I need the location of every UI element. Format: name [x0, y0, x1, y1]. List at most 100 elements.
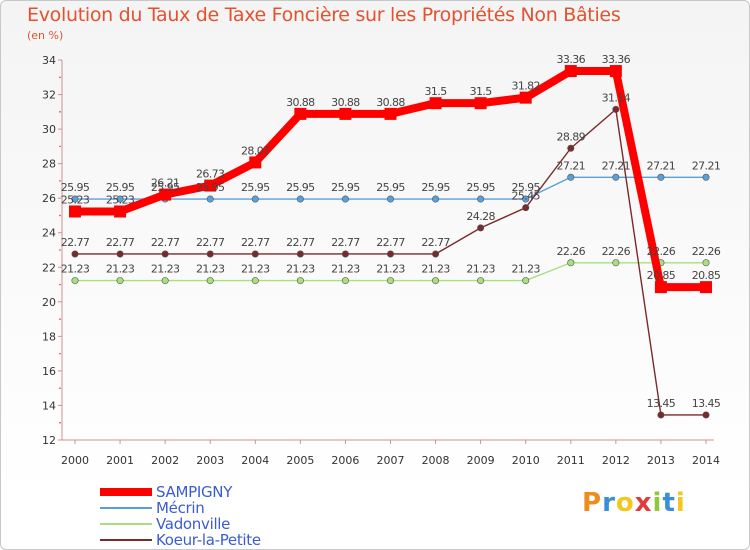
- y-minor-tick: [59, 180, 61, 182]
- data-point: [702, 259, 710, 267]
- y-tick-label: 22: [42, 261, 56, 274]
- y-tick-label: 30: [42, 123, 56, 136]
- data-point: [161, 250, 169, 258]
- data-point-sampigny: [69, 205, 81, 218]
- data-label: 22.26: [602, 245, 631, 258]
- logo-letter: o: [615, 488, 635, 518]
- data-label: 33.36: [602, 53, 631, 66]
- y-minor-tick: [59, 111, 61, 113]
- legend-swatch-vadonville: [100, 523, 152, 525]
- x-tick-label: 2002: [151, 454, 179, 467]
- data-point: [206, 277, 214, 285]
- data-point: [296, 195, 304, 203]
- x-tick-label: 2009: [467, 454, 495, 467]
- data-point: [386, 195, 394, 203]
- data-point: [206, 250, 214, 258]
- y-minor-tick: [59, 318, 61, 320]
- x-tick-label: 2011: [557, 454, 585, 467]
- data-point-sampigny: [654, 281, 667, 294]
- x-tick-label: 2008: [422, 454, 450, 467]
- y-tick-label: 34: [42, 54, 56, 67]
- data-label: 21.23: [376, 263, 405, 276]
- data-label: 30.88: [376, 96, 405, 109]
- data-label: 25.23: [106, 193, 135, 206]
- data-point: [296, 277, 304, 285]
- data-label: 21.23: [151, 263, 180, 276]
- y-tick-label: 20: [42, 296, 56, 309]
- data-point-sampigny: [204, 179, 217, 192]
- data-point-sampigny: [700, 281, 712, 294]
- data-point: [567, 259, 575, 267]
- data-label: 26.21: [151, 177, 180, 190]
- data-point: [341, 250, 349, 258]
- data-label: 25.95: [61, 181, 90, 194]
- x-tick-label: 2000: [61, 454, 89, 467]
- data-label: 22.26: [647, 245, 676, 258]
- x-tick-label: 2014: [692, 454, 720, 467]
- data-point-sampigny: [564, 65, 577, 78]
- data-label: 22.77: [376, 236, 405, 249]
- data-point: [432, 195, 440, 203]
- data-label: 22.26: [557, 245, 586, 258]
- legend-swatch-sampigny: [100, 488, 152, 496]
- data-point: [477, 195, 485, 203]
- data-point: [386, 250, 394, 258]
- legend-label-vadonville: Vadonville: [156, 515, 231, 533]
- data-label: 25.95: [421, 181, 450, 194]
- data-point: [702, 411, 710, 419]
- data-point-sampigny: [429, 97, 442, 110]
- data-point: [71, 195, 79, 203]
- data-point-sampigny: [519, 91, 532, 104]
- logo-letter: i: [652, 488, 663, 518]
- x-tick-label: 2007: [377, 454, 405, 467]
- data-label: 28.07: [241, 144, 270, 157]
- data-label: 27.21: [557, 159, 586, 172]
- data-label: 25.45: [511, 190, 540, 203]
- x-tick-label: 2012: [602, 454, 630, 467]
- data-point: [341, 277, 349, 285]
- data-label: 27.21: [647, 159, 676, 172]
- data-label: 31.5: [470, 85, 493, 98]
- y-tick-label: 32: [42, 89, 56, 102]
- proxiti-logo: Proxiti: [582, 488, 686, 518]
- data-label: 25.95: [511, 181, 540, 194]
- data-point: [386, 277, 394, 285]
- data-label: 22.77: [421, 236, 450, 249]
- logo-letter: t: [662, 488, 676, 518]
- y-tick-label: 16: [42, 365, 56, 378]
- y-tick-label: 18: [42, 330, 56, 343]
- x-tick-label: 2005: [286, 454, 314, 467]
- data-point: [206, 195, 214, 203]
- legend-swatch-koeur-la-petite: [100, 539, 152, 541]
- data-label: 20.85: [692, 269, 721, 282]
- data-point-sampigny: [609, 65, 622, 78]
- data-label: 27.21: [692, 159, 721, 172]
- data-label: 21.23: [241, 263, 270, 276]
- data-point: [296, 250, 304, 258]
- y-minor-tick: [59, 214, 61, 217]
- y-tick-label: 28: [42, 158, 56, 171]
- data-label: 22.77: [331, 236, 360, 249]
- data-point: [567, 173, 575, 181]
- data-label: 13.45: [692, 397, 721, 410]
- data-point: [341, 195, 349, 203]
- data-point: [522, 277, 530, 285]
- data-label: 31.14: [602, 91, 631, 104]
- data-label: 25.95: [106, 181, 135, 194]
- y-tick-label: 12: [42, 434, 56, 447]
- logo-letter: i: [675, 488, 686, 518]
- data-label: 22.26: [692, 245, 721, 258]
- data-label: 13.45: [647, 397, 676, 410]
- logo-letter: x: [634, 488, 653, 518]
- data-point: [71, 277, 79, 285]
- y-minor-tick: [59, 283, 61, 286]
- y-minor-tick: [59, 249, 61, 251]
- data-label: 25.95: [151, 181, 180, 194]
- data-label: 21.23: [61, 263, 90, 276]
- data-label: 24.28: [466, 210, 495, 223]
- x-tick-label: 2010: [512, 454, 540, 467]
- data-point: [657, 173, 665, 181]
- y-axis-unit-label: (en %): [27, 29, 64, 42]
- data-label: 21.23: [466, 263, 495, 276]
- data-label: 25.95: [286, 181, 315, 194]
